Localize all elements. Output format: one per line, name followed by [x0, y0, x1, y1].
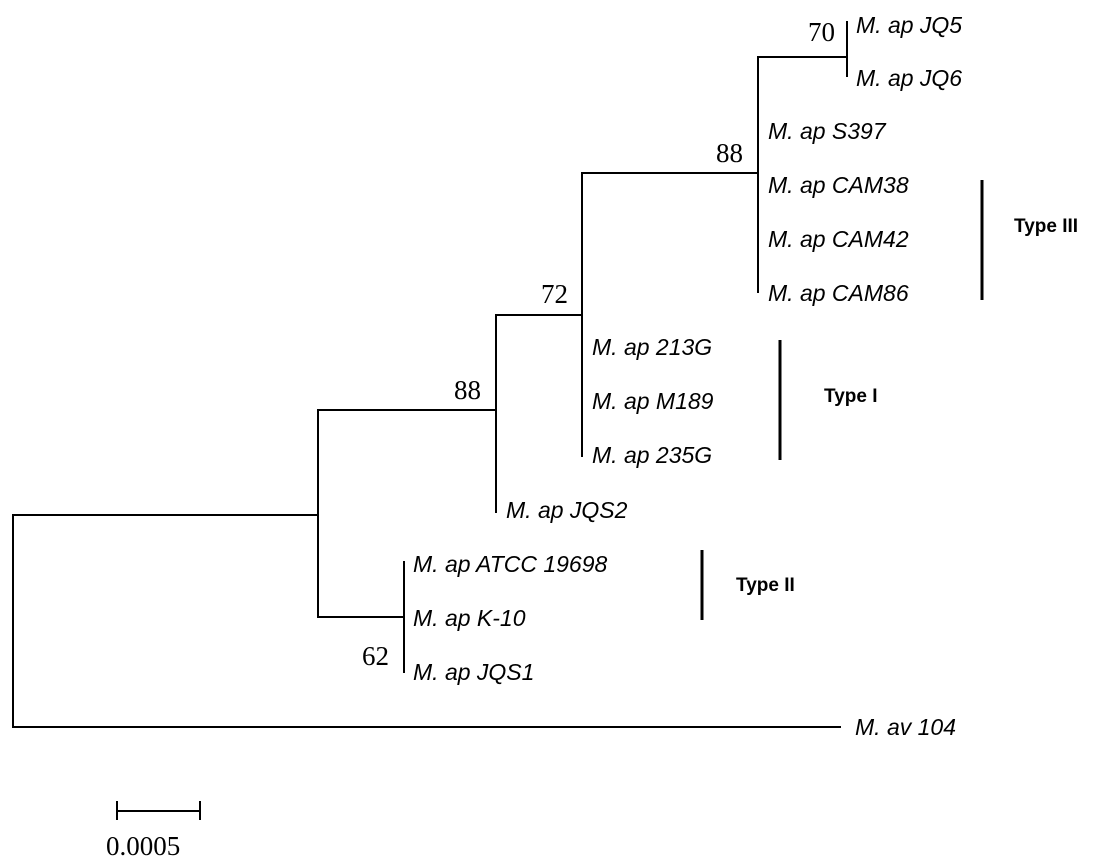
taxon-jq6: M. ap JQ6	[856, 65, 962, 91]
taxon-jqs1: M. ap JQS1	[413, 659, 534, 685]
taxon-k-10: M. ap K-10	[413, 605, 526, 631]
taxon-cam86: M. ap CAM86	[768, 280, 909, 306]
bootstrap-jq5-jq6: 70	[808, 17, 835, 47]
taxon-m189: M. ap M189	[592, 388, 714, 414]
tree-branches	[12, 21, 848, 728]
taxon-atcc-19698: M. ap ATCC 19698	[413, 551, 608, 577]
taxon-cam42: M. ap CAM42	[768, 226, 909, 252]
group-annotations: Type III Type I Type II	[700, 180, 1078, 620]
type2-label: Type II	[736, 575, 795, 596]
bootstrap-type2-clade: 62	[362, 641, 389, 671]
type3-label: Type III	[1014, 216, 1078, 237]
type1-label: Type I	[824, 386, 878, 407]
taxon-cam38: M. ap CAM38	[768, 172, 909, 198]
taxon-jq5: M. ap JQ5	[856, 12, 962, 38]
taxon-labels: M. ap JQ5 M. ap JQ6 M. ap S397 M. ap CAM…	[413, 12, 962, 740]
taxon-s397: M. ap S397	[768, 118, 887, 144]
taxon-av104: M. av 104	[855, 714, 956, 740]
taxon-213g: M. ap 213G	[592, 334, 712, 360]
bootstrap-values: 70 88 72 88 62	[362, 17, 835, 671]
bootstrap-type1-type3-clade: 72	[541, 279, 568, 309]
taxon-jqs2: M. ap JQS2	[506, 497, 628, 523]
scale-bar-label: 0.0005	[106, 831, 180, 861]
scale-bar: 0.0005	[106, 801, 201, 861]
bootstrap-type3-clade: 88	[716, 138, 743, 168]
taxon-235g: M. ap 235G	[592, 442, 712, 468]
bootstrap-jqs2-clade: 88	[454, 375, 481, 405]
